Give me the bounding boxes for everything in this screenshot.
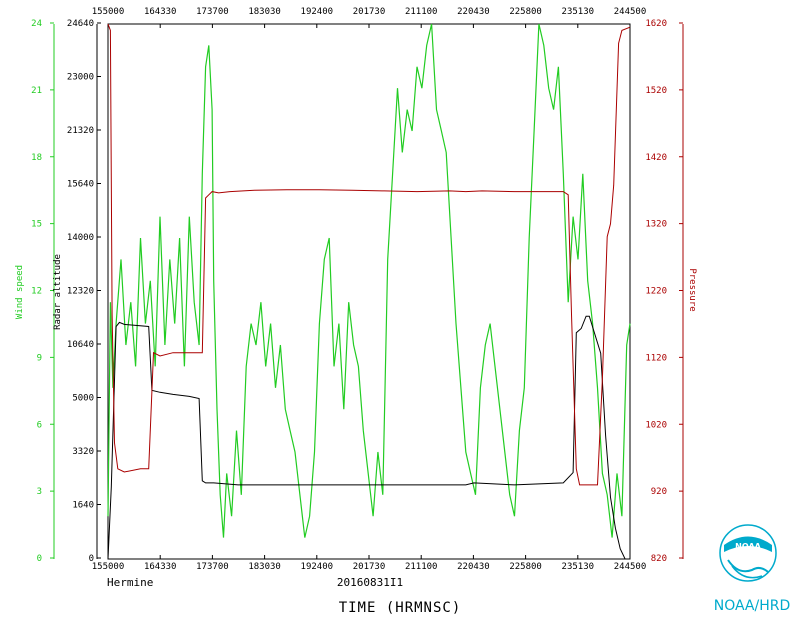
pressure-tick-labels: 820 920 1020 1120 1220 1320 1420 1520 1620 bbox=[645, 19, 683, 564]
series-layer bbox=[107, 23, 631, 560]
series-pressure-line bbox=[107, 23, 631, 486]
noaa-logo-icon: NOAA bbox=[719, 524, 777, 582]
x-top-tick-labels: 155000 164330 173700 183030 192400 201730 2111… bbox=[92, 7, 647, 28]
x-bottom-tick-label: 164330 bbox=[144, 562, 177, 572]
x-top-tick-label: 183030 bbox=[248, 7, 281, 17]
x-bottom-tick-label: 173700 bbox=[196, 562, 229, 572]
noaa-emblem-text: NOAA bbox=[735, 542, 761, 551]
x-bottom-tick-label: 183030 bbox=[248, 562, 281, 572]
pressure-tick-label: 1220 bbox=[645, 287, 667, 297]
x-bottom-tick-label: 201730 bbox=[353, 562, 386, 572]
alt-axis-title: Radar altitude bbox=[53, 254, 63, 330]
x-bottom-tick-label: 244500 bbox=[614, 562, 647, 572]
series-wind-speed-line bbox=[107, 23, 631, 538]
x-top-tick-label: 220430 bbox=[457, 7, 490, 17]
flight-id: 20160831I1 bbox=[337, 576, 403, 589]
alt-tick-label: 23000 bbox=[67, 73, 94, 83]
alt-tick-label: 0 bbox=[89, 554, 94, 564]
x-top-tick-label: 201730 bbox=[353, 7, 386, 17]
pressure-tick-label: 1420 bbox=[645, 153, 667, 163]
x-bottom-tick-labels: 155000 164330 173700 183030 192400 201730 2111… bbox=[92, 555, 647, 572]
alt-tick-label: 12320 bbox=[67, 287, 94, 297]
alt-tick-labels: 0 1640 3320 5000 10640 12320 14000 15640 21320 23… bbox=[67, 19, 101, 564]
x-top-tick-label: 235130 bbox=[562, 7, 595, 17]
x-bottom-tick-label: 155000 bbox=[92, 562, 125, 572]
x-bottom-tick-label: 220430 bbox=[457, 562, 490, 572]
pressure-axis-title: Pressure bbox=[687, 268, 697, 311]
wind-tick-label: 24 bbox=[31, 19, 42, 29]
pressure-tick-label: 1020 bbox=[645, 420, 667, 430]
wind-tick-labels: 0 3 6 9 12 15 18 21 24 bbox=[31, 19, 54, 564]
x-top-tick-label: 225800 bbox=[509, 7, 542, 17]
x-bottom-tick-label: 192400 bbox=[301, 562, 334, 572]
pressure-tick-label: 1320 bbox=[645, 220, 667, 230]
storm-name: Hermine bbox=[107, 576, 153, 589]
x-bottom-tick-label: 235130 bbox=[562, 562, 595, 572]
wind-tick-label: 0 bbox=[37, 554, 42, 564]
wind-tick-label: 15 bbox=[31, 220, 42, 230]
alt-tick-label: 24640 bbox=[67, 19, 94, 29]
wind-tick-label: 12 bbox=[31, 287, 42, 297]
x-top-tick-label: 173700 bbox=[196, 7, 229, 17]
x-axis-title: TIME (HRMNSC) bbox=[339, 600, 462, 616]
wind-tick-label: 18 bbox=[31, 153, 42, 163]
wind-tick-label: 9 bbox=[37, 353, 42, 363]
x-top-tick-label: 244500 bbox=[614, 7, 647, 17]
alt-tick-label: 1640 bbox=[72, 501, 94, 511]
alt-tick-label: 15640 bbox=[67, 180, 94, 190]
x-bottom-tick-label: 225800 bbox=[509, 562, 542, 572]
x-top-tick-label: 211100 bbox=[405, 7, 438, 17]
wind-tick-label: 21 bbox=[31, 86, 42, 96]
noaa-hrd-label: NOAA/HRD bbox=[713, 598, 791, 614]
x-top-tick-label: 164330 bbox=[144, 7, 177, 17]
wind-axis-title: Wind speed bbox=[15, 265, 25, 319]
pressure-tick-label: 1520 bbox=[645, 86, 667, 96]
pressure-tick-label: 920 bbox=[651, 487, 667, 497]
alt-tick-label: 14000 bbox=[67, 233, 94, 243]
wind-tick-label: 3 bbox=[37, 487, 42, 497]
alt-tick-label: 5000 bbox=[72, 394, 94, 404]
alt-tick-label: 21320 bbox=[67, 126, 94, 136]
pressure-tick-label: 1120 bbox=[645, 353, 667, 363]
pressure-tick-label: 820 bbox=[651, 554, 667, 564]
x-bottom-tick-label: 211100 bbox=[405, 562, 438, 572]
alt-tick-label: 10640 bbox=[67, 340, 94, 350]
wind-tick-label: 6 bbox=[37, 420, 42, 430]
pressure-tick-label: 1620 bbox=[645, 19, 667, 29]
x-top-tick-label: 192400 bbox=[301, 7, 334, 17]
x-top-tick-label: 155000 bbox=[92, 7, 125, 17]
alt-tick-label: 3320 bbox=[72, 447, 94, 457]
